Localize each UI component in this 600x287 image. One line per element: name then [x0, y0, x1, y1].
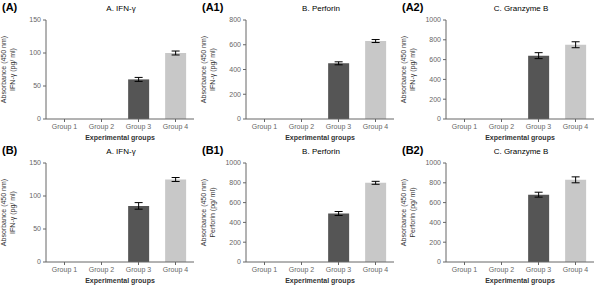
svg-text:Group 3: Group 3	[326, 123, 351, 131]
svg-text:1000: 1000	[425, 159, 441, 166]
svg-text:Absorbance (450 nm)Perforin (p: Absorbance (450 nm)Perforin (pg/ ml)	[400, 179, 417, 246]
svg-text:Group 1: Group 1	[252, 123, 277, 131]
svg-text:600: 600	[229, 41, 241, 48]
svg-text:Absorbance (450 nm)IFN-γ (pg/: Absorbance (450 nm)IFN-γ (pg/ ml)	[200, 36, 217, 103]
svg-text:Group 3: Group 3	[526, 266, 551, 274]
svg-text:Group 3: Group 3	[526, 123, 551, 131]
svg-text:50: 50	[33, 225, 41, 232]
svg-text:Group 2: Group 2	[89, 123, 114, 131]
svg-text:Group 1: Group 1	[252, 266, 277, 274]
svg-text:Absorbance (450 nm)IFN-γ (pg/: Absorbance (450 nm)IFN-γ (pg/ ml)	[8, 36, 17, 103]
svg-text:Group 1: Group 1	[52, 123, 77, 131]
svg-text:800: 800	[429, 36, 441, 43]
svg-text:Absorbance (450 nm)Perforin (p: Absorbance (450 nm)Perforin (pg/ ml)	[200, 179, 217, 246]
svg-text:Group 4: Group 4	[163, 123, 188, 131]
svg-text:Group 4: Group 4	[363, 266, 388, 274]
svg-text:Group 1: Group 1	[452, 266, 477, 274]
svg-text:150: 150	[29, 159, 41, 166]
svg-text:Group 4: Group 4	[563, 266, 588, 274]
svg-text:Group 1: Group 1	[52, 266, 77, 274]
svg-text:400: 400	[429, 76, 441, 83]
svg-text:800: 800	[229, 16, 241, 23]
html-text:(A): (A)	[2, 1, 18, 13]
svg-text:600: 600	[429, 199, 441, 206]
svg-text:Experimental groups: Experimental groups	[285, 134, 355, 142]
svg-text:800: 800	[229, 179, 241, 186]
svg-text:600: 600	[429, 56, 441, 63]
svg-text:200: 200	[229, 239, 241, 246]
html-text:A. IFN-γ: A. IFN-γ	[106, 4, 136, 13]
svg-text:200: 200	[229, 91, 241, 98]
svg-text:Experimental groups: Experimental groups	[85, 277, 155, 285]
svg-text:Group 4: Group 4	[563, 123, 588, 131]
svg-text:1000: 1000	[425, 16, 441, 23]
svg-text:Group 2: Group 2	[489, 266, 514, 274]
svg-text:Experimental groups: Experimental groups	[285, 277, 355, 285]
svg-text:200: 200	[429, 239, 441, 246]
svg-text:50: 50	[33, 82, 41, 89]
svg-text:0: 0	[237, 258, 241, 265]
svg-text:Group 2: Group 2	[289, 266, 314, 274]
svg-text:Group 2: Group 2	[89, 266, 114, 274]
html-text:A. IFN-γ: A. IFN-γ	[106, 147, 136, 156]
html-text:C. Granzyme B: C. Granzyme B	[493, 4, 549, 13]
svg-text:600: 600	[229, 199, 241, 206]
svg-text:Group 3: Group 3	[126, 266, 151, 274]
html-text:(B2): (B2)	[402, 144, 424, 156]
svg-text:800: 800	[429, 179, 441, 186]
svg-text:Group 2: Group 2	[489, 123, 514, 131]
svg-text:Experimental groups: Experimental groups	[485, 277, 555, 285]
svg-text:100: 100	[29, 192, 41, 199]
html-text:(A1): (A1)	[202, 1, 224, 13]
svg-text:200: 200	[429, 96, 441, 103]
svg-text:Group 4: Group 4	[163, 266, 188, 274]
svg-text:Experimental groups: Experimental groups	[85, 134, 155, 142]
svg-text:Group 3: Group 3	[326, 266, 351, 274]
svg-text:0: 0	[37, 115, 41, 122]
svg-text:Group 3: Group 3	[126, 123, 151, 131]
svg-text:0: 0	[37, 258, 41, 265]
svg-text:Group 4: Group 4	[363, 123, 388, 131]
svg-text:400: 400	[429, 219, 441, 226]
html-text:(B1): (B1)	[202, 144, 224, 156]
html-text:B. Perforin: B. Perforin	[302, 147, 340, 156]
html-text:(B): (B)	[2, 144, 18, 156]
svg-text:0: 0	[437, 115, 441, 122]
svg-text:150: 150	[29, 16, 41, 23]
svg-text:Experimental groups: Experimental groups	[485, 134, 555, 142]
svg-text:0: 0	[437, 258, 441, 265]
svg-text:400: 400	[229, 219, 241, 226]
svg-text:100: 100	[29, 49, 41, 56]
svg-text:Absorbance (450 nm)IFN-γ (pg/: Absorbance (450 nm)IFN-γ (pg/ ml)	[400, 36, 417, 103]
svg-text:400: 400	[229, 66, 241, 73]
svg-text:Group 2: Group 2	[289, 123, 314, 131]
svg-text:Absorbance (450 nm)IFN-γ (pg/: Absorbance (450 nm)IFN-γ (pg/ ml)	[8, 179, 17, 246]
html-text:B. Perforin: B. Perforin	[302, 4, 340, 13]
html-text:(A2): (A2)	[402, 1, 424, 13]
svg-text:Group 1: Group 1	[452, 123, 477, 131]
svg-text:0: 0	[237, 115, 241, 122]
svg-text:1000: 1000	[225, 159, 241, 166]
html-text:C. Granzyme B: C. Granzyme B	[493, 147, 549, 156]
